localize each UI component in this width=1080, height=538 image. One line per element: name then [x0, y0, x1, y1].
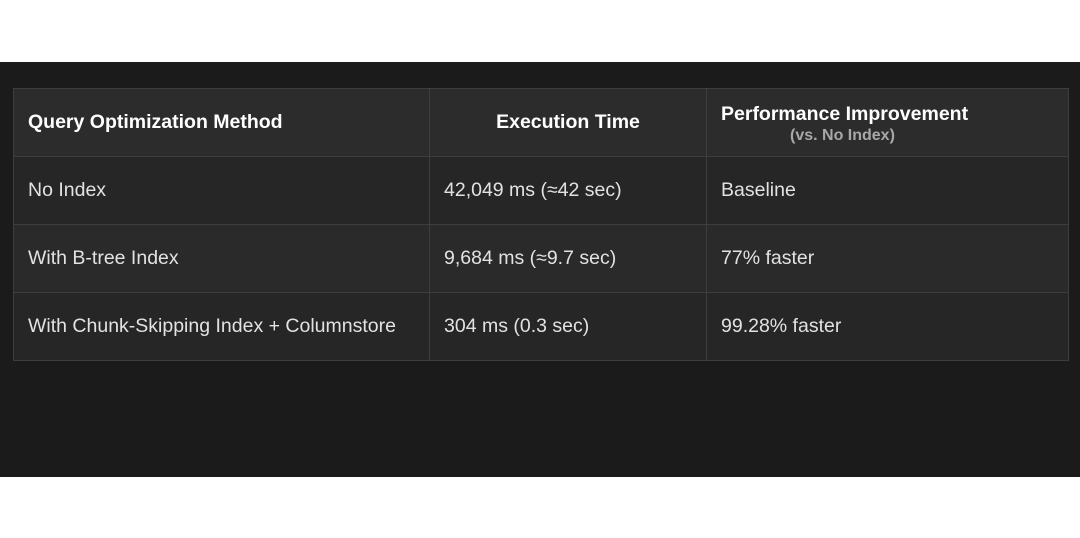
cell-method: With B-tree Index: [13, 224, 430, 293]
cell-method: With Chunk-Skipping Index + Columnstore: [13, 292, 430, 361]
cell-execution-time: 9,684 ms (≈9.7 sec): [429, 224, 707, 293]
cell-improvement: 77% faster: [706, 224, 1069, 293]
table-row: No Index 42,049 ms (≈42 sec) Baseline: [13, 156, 1069, 225]
cell-improvement: Baseline: [706, 156, 1069, 225]
cell-method: No Index: [13, 156, 430, 225]
table-body: No Index 42,049 ms (≈42 sec) Baseline Wi…: [13, 156, 1069, 361]
table-row: With B-tree Index 9,684 ms (≈9.7 sec) 77…: [13, 224, 1069, 293]
header-performance-sublabel: (vs. No Index): [790, 126, 895, 144]
cell-execution-time: 304 ms (0.3 sec): [429, 292, 707, 361]
content-panel: Query Optimization Method Execution Time…: [0, 62, 1080, 477]
header-performance-label: Performance Improvement: [721, 102, 969, 125]
cell-improvement: 99.28% faster: [706, 292, 1069, 361]
table-header: Query Optimization Method Execution Time…: [13, 88, 1069, 157]
cell-execution-time: 42,049 ms (≈42 sec): [429, 156, 707, 225]
header-row: Query Optimization Method Execution Time…: [13, 88, 1069, 157]
table-row: With Chunk-Skipping Index + Columnstore …: [13, 292, 1069, 361]
header-execution-time: Execution Time: [429, 88, 707, 157]
header-method: Query Optimization Method: [13, 88, 430, 157]
performance-table: Query Optimization Method Execution Time…: [13, 88, 1069, 361]
header-performance-improvement: Performance Improvement (vs. No Index): [706, 88, 1069, 157]
